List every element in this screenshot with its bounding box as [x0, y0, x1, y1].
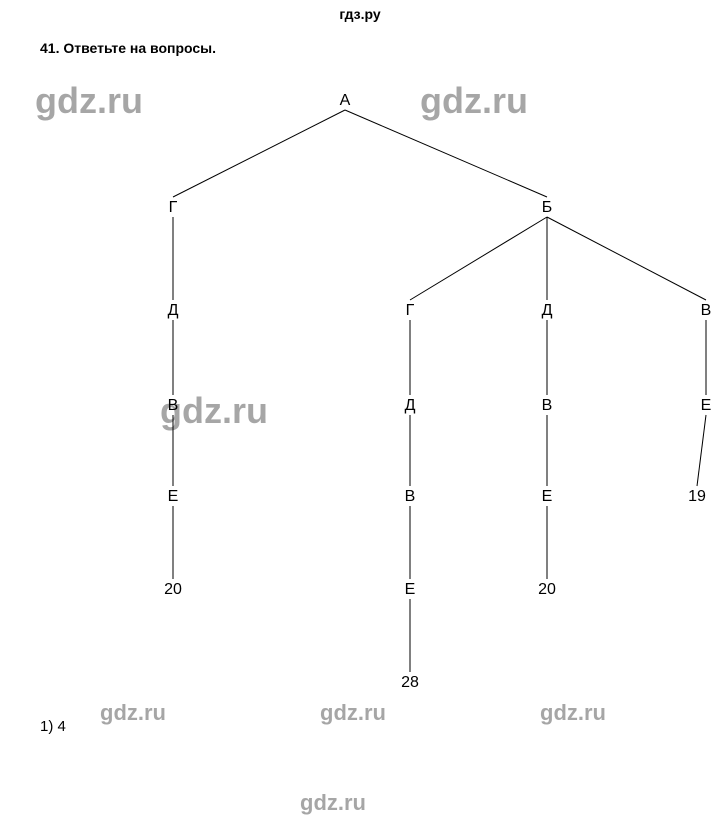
- tree-node: В: [168, 397, 179, 415]
- tree-node: 19: [688, 488, 706, 506]
- tree-node: Б: [542, 199, 553, 217]
- tree-diagram: [0, 0, 720, 826]
- tree-node: Д: [542, 302, 553, 320]
- tree-node: Г: [406, 302, 415, 320]
- tree-node: Д: [168, 302, 179, 320]
- tree-node: В: [542, 397, 553, 415]
- tree-node: Е: [701, 397, 712, 415]
- tree-node: 28: [401, 674, 419, 692]
- tree-node: 20: [538, 581, 556, 599]
- tree-node: Е: [168, 488, 179, 506]
- tree-node: Д: [405, 397, 416, 415]
- tree-node: В: [701, 302, 712, 320]
- answer-text: 1) 4: [40, 718, 66, 735]
- tree-node: 20: [164, 581, 182, 599]
- tree-node: А: [340, 92, 351, 110]
- tree-node: Е: [405, 581, 416, 599]
- tree-node: В: [405, 488, 416, 506]
- tree-node: Е: [542, 488, 553, 506]
- tree-node: Г: [169, 199, 178, 217]
